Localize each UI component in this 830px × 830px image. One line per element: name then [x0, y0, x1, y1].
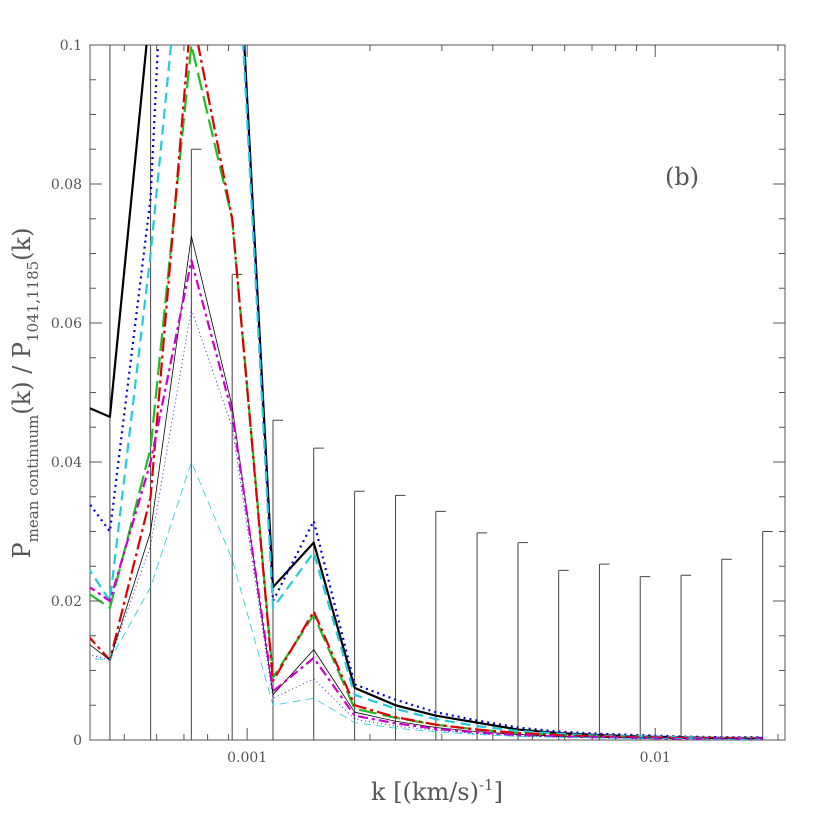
x-label-text: k [(km/s)	[371, 778, 479, 806]
error-bar	[190, 148, 202, 740]
error-bar	[517, 542, 528, 740]
error-bar	[639, 576, 651, 740]
axes: 0 0.02 0.04 0.06 0.08 0.1 0.001 0.01	[51, 38, 785, 766]
y-tick-label: 0.08	[51, 177, 82, 193]
annotation: (b)	[665, 163, 699, 191]
error-bar	[435, 510, 446, 740]
x-label-sup: -1	[479, 776, 494, 794]
plot-area	[90, 45, 773, 740]
error-bar	[395, 494, 406, 740]
y-tick-label: 0	[73, 733, 82, 749]
x-axis-label: k [(km/s)-1]	[371, 776, 503, 806]
y-label-text: (k) / P	[8, 342, 36, 415]
error-bar	[150, 45, 152, 740]
error-bar	[313, 447, 324, 740]
y-label-text: (k)	[8, 228, 36, 261]
series-line	[90, 461, 763, 740]
series-line	[90, 45, 763, 740]
y-label-sub: 1041,1185	[24, 261, 42, 342]
error-bar	[598, 563, 610, 740]
y-tick-label: 0.1	[60, 38, 82, 54]
error-bar	[680, 574, 692, 740]
error-bar	[762, 531, 773, 740]
y-label-sub: mean continuum	[24, 415, 42, 543]
x-label-text: ]	[494, 778, 503, 806]
series-line	[90, 259, 763, 740]
error-bar	[721, 558, 732, 740]
y-axis-label: Pmean continuum(k) / P1041,1185(k)	[8, 228, 42, 559]
error-bar	[476, 532, 488, 740]
error-bar	[231, 273, 243, 740]
y-tick-label: 0.06	[51, 316, 82, 332]
y-label-text: P	[8, 542, 36, 558]
y-tick-label: 0.04	[51, 455, 82, 471]
series-line	[90, 45, 763, 740]
x-tick-label: 0.01	[640, 750, 671, 766]
series-line	[90, 45, 763, 740]
y-tick-label: 0.02	[51, 594, 82, 610]
error-bar	[354, 490, 365, 740]
error-bar	[558, 569, 569, 740]
x-tick-label: 0.001	[227, 750, 267, 766]
series-line	[90, 308, 763, 740]
series-line	[90, 235, 763, 740]
